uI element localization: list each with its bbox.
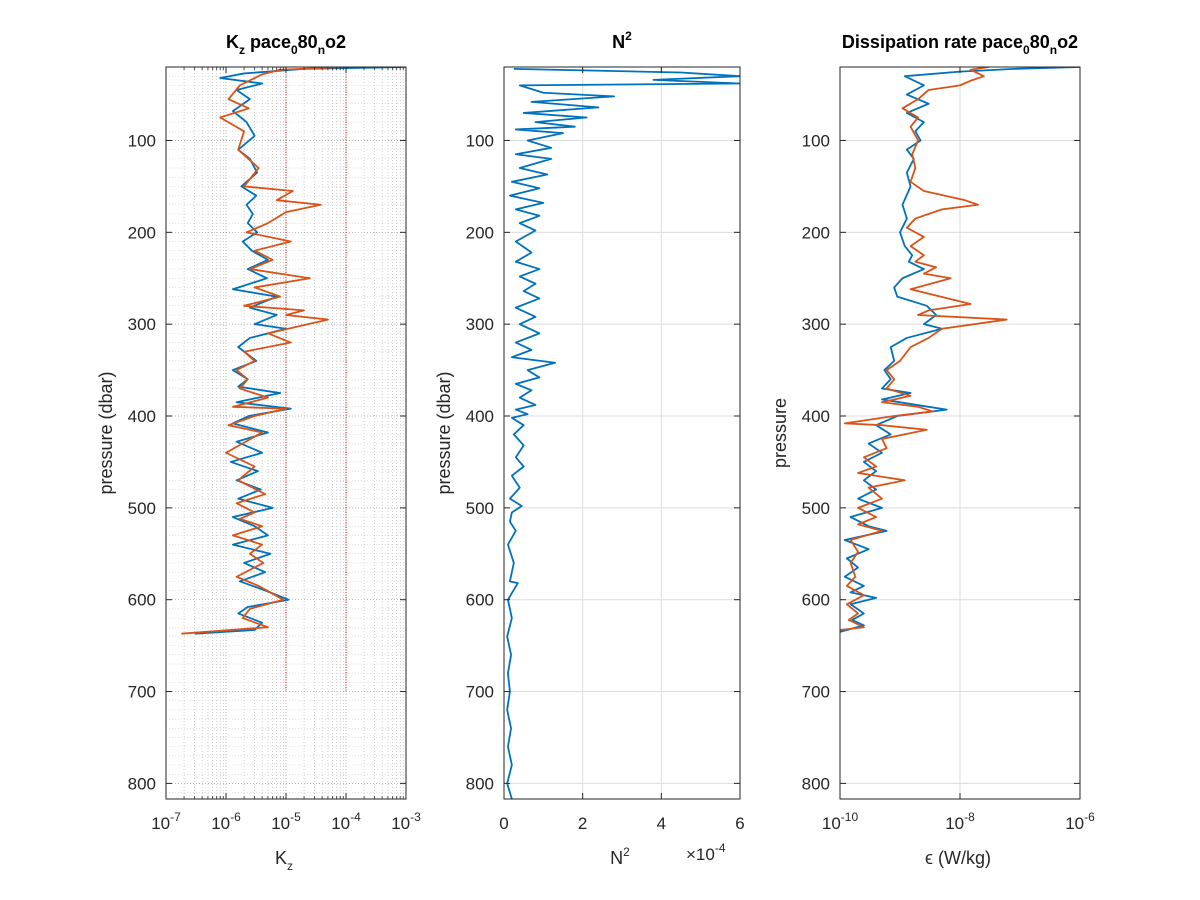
y-tick-label: 600 <box>128 591 156 610</box>
x-tick-label: 10-5 <box>271 810 301 833</box>
y-tick-label: 800 <box>466 774 494 793</box>
y-tick-label: 400 <box>128 407 156 426</box>
epsilon-clip <box>840 67 1080 633</box>
epsilon-y-tick-labels: 100 200 300 400 500 600 700 800 <box>802 131 830 793</box>
n2-x-tick-labels: 0 2 4 6 <box>499 814 744 833</box>
y-tick-label: 200 <box>466 223 494 242</box>
y-tick-label: 700 <box>128 683 156 702</box>
x-tick-label: 6 <box>735 814 744 833</box>
n2-series-group <box>506 67 740 799</box>
epsilon-x-label: ϵ (W/kg) <box>925 848 991 868</box>
epsilon-series-2-line <box>840 67 1008 631</box>
n2-plot-area <box>504 67 740 799</box>
y-tick-label: 600 <box>466 591 494 610</box>
y-tick-label: 400 <box>466 407 494 426</box>
n2-title: N2 <box>612 29 632 52</box>
y-tick-label: 200 <box>128 223 156 242</box>
y-tick-label: 800 <box>802 774 830 793</box>
epsilon-panel: 10-10 10-8 10-6 100 200 300 400 500 600 700 800 D… <box>770 32 1095 868</box>
kz-clip <box>181 67 406 635</box>
n2-ticks <box>503 67 741 799</box>
kz-x-label: Kz <box>275 848 293 873</box>
x-tick-label: 2 <box>578 814 587 833</box>
kz-ticks <box>165 67 407 799</box>
x-tick-label: 10-6 <box>1065 810 1095 833</box>
kz-y-tick-labels: 100 200 300 400 500 600 700 800 <box>128 131 156 793</box>
epsilon-series-1-line <box>840 67 1080 633</box>
y-tick-label: 300 <box>466 315 494 334</box>
kz-title: Kz pace080no2 <box>226 32 346 57</box>
n2-x-scale-factor: ×10-4 <box>686 841 726 864</box>
epsilon-series-group <box>840 67 1080 633</box>
epsilon-x-tick-labels: 10-10 10-8 10-6 <box>822 810 1095 833</box>
y-tick-label: 400 <box>802 407 830 426</box>
y-tick-label: 500 <box>802 499 830 518</box>
y-tick-label: 500 <box>466 499 494 518</box>
y-tick-label: 300 <box>802 315 830 334</box>
epsilon-y-label: pressure <box>770 398 790 468</box>
x-tick-label: 0 <box>499 814 508 833</box>
y-tick-label: 700 <box>466 683 494 702</box>
x-tick-label: 10-3 <box>391 810 421 833</box>
x-tick-label: 10-4 <box>331 810 361 833</box>
kz-series-2-line <box>181 67 347 635</box>
n2-y-tick-labels: 100 200 300 400 500 600 700 800 <box>466 131 494 793</box>
y-tick-label: 200 <box>802 223 830 242</box>
y-tick-label: 600 <box>802 591 830 610</box>
y-tick-label: 700 <box>802 683 830 702</box>
n2-clip <box>506 67 740 799</box>
x-tick-label: 10-6 <box>211 810 241 833</box>
x-tick-label: 10-8 <box>945 810 975 833</box>
y-tick-label: 800 <box>128 774 156 793</box>
y-tick-label: 100 <box>802 131 830 150</box>
kz-panel: 10-7 10-6 10-5 10-4 10-3 100 200 300 400 500 600 7… <box>96 32 421 873</box>
n2-x-label: N2 <box>610 845 630 868</box>
n2-axes-box <box>503 66 741 800</box>
x-tick-label: 10-10 <box>822 810 859 833</box>
x-tick-label: 4 <box>657 814 666 833</box>
kz-series-group <box>181 67 406 635</box>
y-tick-label: 100 <box>128 131 156 150</box>
n2-y-label: pressure (dbar) <box>434 371 454 494</box>
y-tick-label: 300 <box>128 315 156 334</box>
x-tick-label: 10-7 <box>151 810 181 833</box>
y-tick-label: 500 <box>128 499 156 518</box>
n2-series-1-line <box>506 67 740 799</box>
n2-panel: 0 2 4 6 100 200 300 400 500 600 700 800 N2 N2 ×10-… <box>434 29 745 868</box>
y-tick-label: 100 <box>466 131 494 150</box>
kz-x-tick-labels: 10-7 10-6 10-5 10-4 10-3 <box>151 810 421 833</box>
epsilon-title: Dissipation rate pace080no2 <box>842 32 1078 57</box>
kz-y-label: pressure (dbar) <box>96 371 116 494</box>
kz-reference-lines <box>285 67 347 692</box>
epsilon-ticks <box>839 67 1081 799</box>
